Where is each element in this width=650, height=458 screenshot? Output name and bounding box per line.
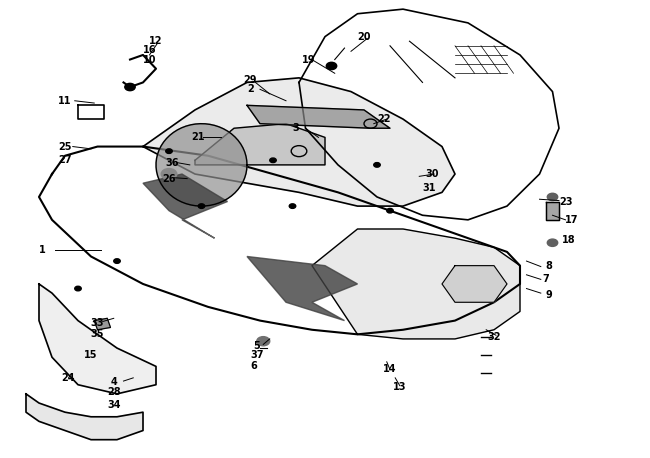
Circle shape: [114, 259, 120, 263]
Text: 30: 30: [426, 169, 439, 179]
Polygon shape: [247, 105, 390, 128]
Circle shape: [75, 286, 81, 291]
Text: 1: 1: [39, 245, 46, 255]
Circle shape: [270, 158, 276, 163]
Text: 15: 15: [84, 350, 98, 360]
Text: 21: 21: [192, 132, 205, 142]
Text: 27: 27: [58, 155, 72, 165]
Text: 28: 28: [107, 387, 120, 397]
Text: 24: 24: [62, 373, 75, 383]
Text: 18: 18: [562, 235, 575, 245]
Circle shape: [125, 83, 135, 91]
Circle shape: [374, 163, 380, 167]
Text: 20: 20: [358, 32, 370, 42]
Text: 37: 37: [250, 350, 263, 360]
Text: 13: 13: [393, 382, 406, 392]
Text: 6: 6: [250, 361, 257, 371]
Text: 26: 26: [162, 174, 176, 184]
Text: 8: 8: [546, 261, 552, 271]
Circle shape: [387, 208, 393, 213]
Text: 16: 16: [143, 45, 156, 55]
Text: 19: 19: [302, 55, 315, 65]
Circle shape: [257, 337, 270, 346]
Polygon shape: [26, 394, 143, 440]
Text: 17: 17: [566, 215, 578, 225]
Polygon shape: [143, 174, 228, 238]
Text: 9: 9: [546, 290, 552, 300]
Circle shape: [547, 239, 558, 246]
Polygon shape: [94, 318, 111, 330]
Text: 7: 7: [543, 274, 549, 284]
Text: 29: 29: [244, 75, 257, 85]
Text: 33: 33: [91, 318, 104, 328]
Polygon shape: [195, 124, 325, 165]
Text: 25: 25: [58, 142, 72, 152]
Text: 2: 2: [247, 84, 254, 94]
Text: 22: 22: [377, 114, 390, 124]
Polygon shape: [312, 229, 520, 339]
Text: 12: 12: [150, 36, 162, 46]
Text: 23: 23: [559, 196, 572, 207]
Text: 35: 35: [91, 329, 104, 339]
Polygon shape: [442, 266, 507, 302]
Text: 5: 5: [254, 341, 260, 351]
Text: 36: 36: [166, 158, 179, 168]
Polygon shape: [143, 78, 455, 206]
Text: 31: 31: [422, 183, 436, 193]
Text: 34: 34: [107, 400, 120, 410]
Text: 14: 14: [384, 364, 396, 374]
Circle shape: [198, 204, 205, 208]
Circle shape: [547, 193, 558, 201]
Polygon shape: [247, 256, 358, 321]
Polygon shape: [546, 202, 559, 220]
Text: 3: 3: [292, 123, 299, 133]
Circle shape: [289, 204, 296, 208]
Text: 4: 4: [111, 377, 117, 387]
Text: 11: 11: [58, 96, 72, 106]
Circle shape: [326, 62, 337, 70]
Polygon shape: [39, 284, 156, 394]
Text: 10: 10: [143, 55, 156, 65]
Circle shape: [166, 149, 172, 153]
Text: 32: 32: [488, 332, 500, 342]
Polygon shape: [156, 124, 247, 206]
Circle shape: [161, 169, 177, 180]
